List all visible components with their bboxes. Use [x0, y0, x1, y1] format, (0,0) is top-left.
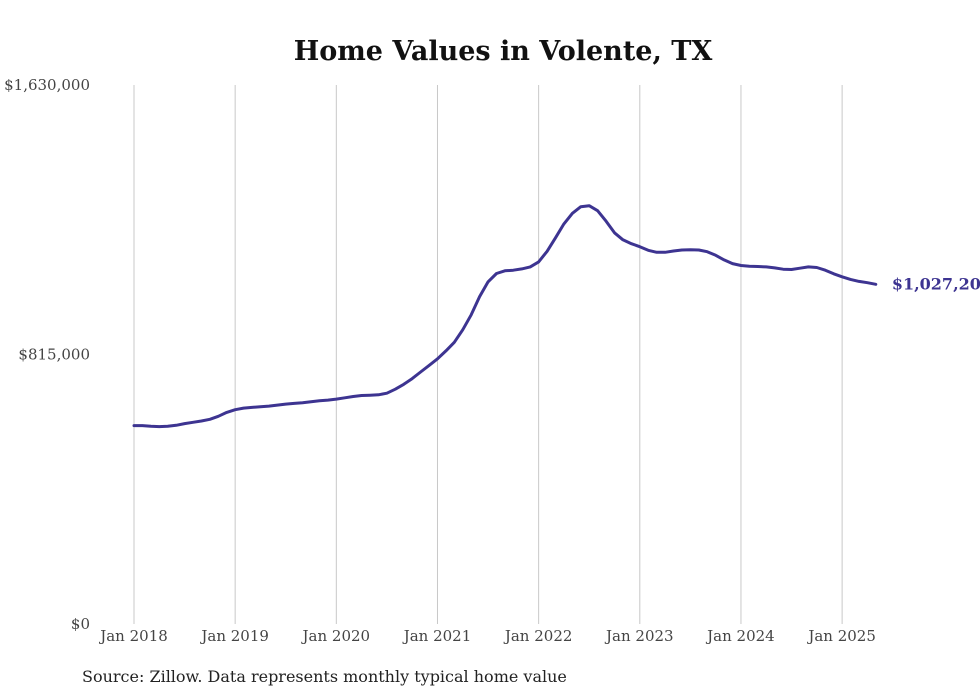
x-tick-label: Jan 2020: [301, 627, 371, 645]
x-tick-label: Jan 2019: [199, 627, 269, 645]
grid-lines: [133, 85, 843, 624]
x-tick-label: Jan 2022: [503, 627, 573, 645]
source-note: Source: Zillow. Data represents monthly …: [82, 667, 567, 686]
y-tick-label: $0: [71, 615, 90, 633]
x-tick-label: Jan 2025: [806, 627, 876, 645]
y-tick-label: $1,630,000: [4, 76, 90, 94]
x-tick-label: Jan 2018: [98, 627, 168, 645]
chart-title: Home Values in Volente, TX: [294, 36, 713, 67]
y-tick-label: $815,000: [18, 346, 90, 364]
end-value-label: $1,027,209: [892, 274, 980, 293]
x-axis-ticks: Jan 2018 Jan 2019 Jan 2020 Jan 2021 Jan 2022…: [98, 627, 876, 645]
series-layer: $1,027,209: [132, 204, 980, 429]
x-tick-label: Jan 2021: [402, 627, 472, 645]
x-tick-label: Jan 2023: [604, 627, 674, 645]
series-line: [132, 204, 878, 429]
y-axis-ticks: $0 $815,000 $1,630,000: [4, 76, 90, 633]
x-tick-label: Jan 2024: [705, 627, 775, 645]
